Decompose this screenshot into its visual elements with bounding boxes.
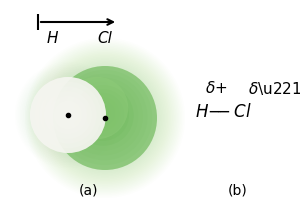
Circle shape	[40, 87, 97, 144]
Text: $\delta$+: $\delta$+	[205, 80, 227, 96]
Circle shape	[54, 101, 82, 129]
Circle shape	[35, 82, 101, 148]
Text: (a): (a)	[78, 183, 98, 197]
Circle shape	[77, 89, 129, 141]
Circle shape	[65, 77, 143, 156]
Circle shape	[49, 96, 87, 134]
Circle shape	[66, 77, 128, 139]
Circle shape	[63, 110, 73, 120]
Text: H: H	[46, 30, 58, 46]
Circle shape	[61, 74, 148, 160]
Text: Cl: Cl	[98, 30, 112, 46]
Circle shape	[97, 108, 106, 117]
Circle shape	[58, 105, 77, 124]
Circle shape	[93, 104, 110, 122]
Circle shape	[53, 66, 157, 170]
Circle shape	[85, 97, 120, 131]
Circle shape	[30, 77, 106, 153]
Circle shape	[81, 93, 124, 136]
Text: H$\mathrm{-\!\!\!-}$Cl: H$\mathrm{-\!\!\!-}$Cl	[195, 103, 252, 121]
Circle shape	[69, 81, 138, 151]
Circle shape	[73, 85, 134, 146]
Text: (b): (b)	[228, 183, 248, 197]
Circle shape	[30, 77, 106, 153]
Circle shape	[57, 70, 152, 165]
Circle shape	[53, 66, 157, 170]
Circle shape	[89, 101, 115, 126]
Circle shape	[44, 91, 92, 139]
Text: $\delta$\u2212: $\delta$\u2212	[248, 80, 300, 96]
